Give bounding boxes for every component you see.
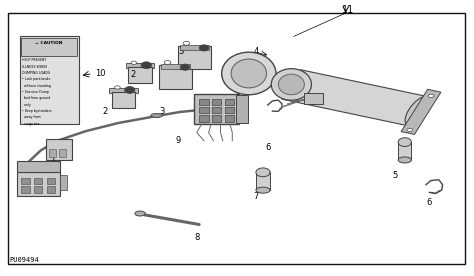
- Ellipse shape: [231, 59, 266, 88]
- Ellipse shape: [398, 157, 411, 163]
- Ellipse shape: [151, 113, 163, 118]
- Bar: [60, 175, 67, 190]
- Text: away from: away from: [22, 115, 41, 119]
- Text: 3: 3: [159, 107, 164, 116]
- Ellipse shape: [115, 86, 120, 89]
- Text: 10: 10: [95, 69, 106, 78]
- Bar: [199, 99, 209, 105]
- Bar: [128, 67, 152, 83]
- Ellipse shape: [407, 128, 412, 132]
- Text: 1: 1: [50, 155, 55, 164]
- Text: PU09494: PU09494: [9, 257, 39, 263]
- Text: cargo box: cargo box: [22, 121, 39, 126]
- Bar: [398, 142, 411, 160]
- Bar: [34, 186, 42, 193]
- Bar: [194, 94, 239, 124]
- Text: 5: 5: [392, 171, 398, 180]
- Ellipse shape: [141, 62, 152, 69]
- Text: 9: 9: [175, 136, 181, 145]
- Text: 7: 7: [253, 192, 258, 201]
- Bar: [17, 172, 60, 196]
- Text: ILLNESS WHEN: ILLNESS WHEN: [22, 65, 47, 69]
- Bar: [199, 115, 209, 121]
- Ellipse shape: [125, 86, 135, 93]
- Text: HELP PREVENT: HELP PREVENT: [22, 58, 46, 62]
- Bar: [126, 63, 155, 68]
- Bar: [49, 149, 55, 157]
- Text: 2: 2: [131, 70, 136, 79]
- Ellipse shape: [164, 60, 171, 64]
- Bar: [34, 177, 42, 184]
- Bar: [46, 177, 55, 184]
- Bar: [212, 107, 221, 113]
- Bar: [17, 161, 60, 172]
- Bar: [225, 107, 234, 113]
- Text: without standing: without standing: [22, 84, 51, 87]
- Bar: [282, 70, 427, 126]
- Bar: [109, 88, 138, 93]
- Bar: [237, 54, 249, 93]
- Bar: [112, 92, 136, 108]
- Ellipse shape: [222, 52, 276, 95]
- Bar: [161, 64, 190, 69]
- Bar: [304, 93, 323, 104]
- Ellipse shape: [398, 138, 411, 147]
- Ellipse shape: [183, 41, 190, 45]
- Bar: [59, 149, 66, 157]
- Bar: [212, 99, 221, 105]
- Bar: [225, 115, 234, 121]
- Ellipse shape: [405, 96, 431, 126]
- Text: 6: 6: [265, 143, 271, 152]
- Ellipse shape: [131, 61, 137, 64]
- Text: 3: 3: [178, 47, 183, 56]
- Bar: [199, 107, 209, 113]
- Bar: [46, 186, 55, 193]
- Text: • Keep bystanders: • Keep bystanders: [22, 109, 52, 113]
- Text: DUMPING LOADS: DUMPING LOADS: [22, 71, 50, 75]
- Text: only: only: [22, 103, 31, 107]
- Text: bed from ground: bed from ground: [22, 96, 50, 100]
- Ellipse shape: [199, 45, 209, 51]
- Text: 8: 8: [194, 233, 200, 242]
- Bar: [159, 65, 192, 89]
- Bar: [236, 95, 248, 123]
- Text: ⚠ CAUTION: ⚠ CAUTION: [36, 41, 63, 45]
- Text: • Lock para brake: • Lock para brake: [22, 77, 50, 81]
- Bar: [256, 172, 270, 190]
- Bar: [178, 46, 211, 69]
- Bar: [21, 186, 29, 193]
- Bar: [19, 36, 79, 124]
- Ellipse shape: [256, 187, 270, 193]
- Text: 2: 2: [102, 107, 108, 116]
- Ellipse shape: [256, 168, 270, 177]
- Text: 4: 4: [254, 47, 259, 56]
- Text: 11: 11: [342, 5, 354, 15]
- Bar: [401, 89, 441, 134]
- Bar: [21, 177, 29, 184]
- Bar: [212, 115, 221, 121]
- Bar: [180, 45, 209, 50]
- Text: • Exercise Dump: • Exercise Dump: [22, 90, 49, 94]
- Ellipse shape: [180, 64, 190, 70]
- Ellipse shape: [135, 211, 146, 216]
- Bar: [46, 139, 72, 160]
- Ellipse shape: [428, 94, 434, 97]
- Bar: [21, 38, 77, 56]
- Ellipse shape: [271, 69, 311, 100]
- Text: 6: 6: [426, 198, 431, 207]
- Bar: [225, 99, 234, 105]
- Ellipse shape: [278, 74, 304, 95]
